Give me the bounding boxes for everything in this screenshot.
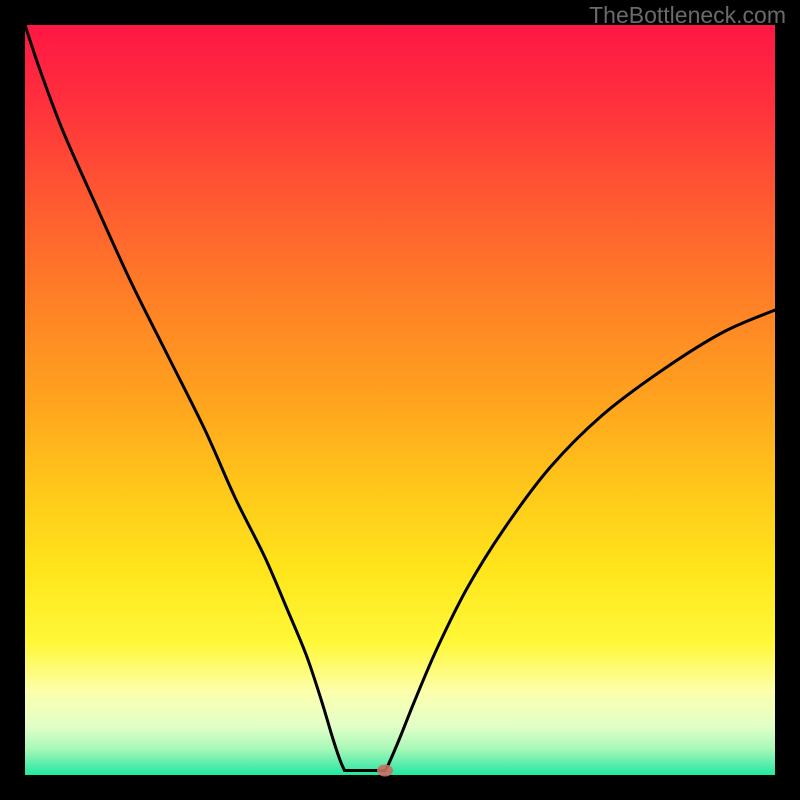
optimum-marker	[377, 765, 393, 777]
watermark-text: TheBottleneck.com	[589, 2, 786, 29]
bottleneck-chart	[0, 0, 800, 800]
plot-background	[25, 25, 775, 775]
chart-container: TheBottleneck.com	[0, 0, 800, 800]
